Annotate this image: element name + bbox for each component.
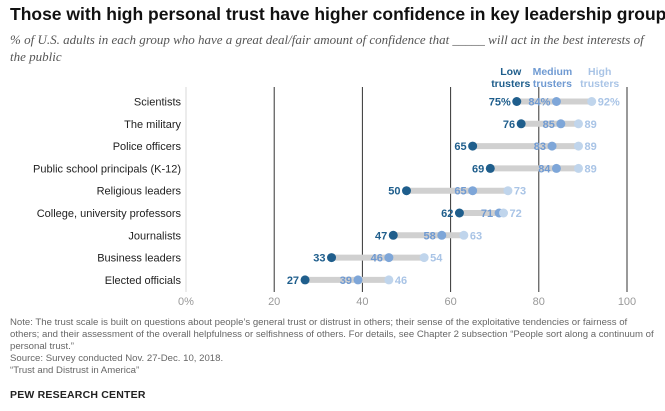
data-label-low: 50 [388,186,400,198]
source-text: Source: Survey conducted Nov. 27-Dec. 10… [10,353,224,364]
data-label-medium: 46 [371,253,383,265]
data-point [547,141,557,151]
data-label-low: 76 [503,119,515,131]
data-label-medium: 85 [543,119,555,131]
category-label: Journalists [128,230,181,242]
x-tick-label: 80 [533,296,545,308]
data-point [512,97,522,106]
legend-label: Low trusters [491,66,530,90]
category-label: Scientists [134,97,182,109]
data-label-low: 27 [287,275,299,287]
data-label-low: 33 [313,253,325,265]
data-point [388,230,398,240]
data-label-high: 63 [470,230,482,242]
data-label-high: 46 [395,275,407,287]
data-point [573,119,583,129]
data-label-high: 72 [510,208,522,220]
data-point [516,119,526,129]
category-label: Police officers [113,141,182,153]
data-label-low: 69 [472,163,484,175]
data-point [419,253,429,263]
data-point [327,253,337,263]
data-label-high: 89 [584,163,596,175]
report-title: “Trust and Distrust in America” [10,365,140,376]
chart-subtitle: % of U.S. adults in each group who have … [10,32,644,64]
data-point [300,275,310,285]
data-label-medium: 65 [454,186,466,198]
data-point [384,275,394,285]
footer-org: PEW RESEARCH CENTER [10,389,146,401]
data-label-low: 75% [489,97,511,109]
data-label-medium: 84 [538,163,551,175]
note-text: Note: The trust scale is built on questi… [10,317,654,352]
x-tick-label: 20 [268,296,280,308]
data-label-low: 47 [375,230,387,242]
data-point [353,275,363,285]
category-label: Elected officials [105,275,182,287]
data-point [573,141,583,151]
data-label-low: 62 [441,208,453,220]
data-point [468,186,478,196]
data-point [402,186,411,196]
x-tick-label: 0% [178,296,194,308]
data-point [454,208,464,218]
data-point [587,97,597,106]
data-label-high: 89 [584,119,596,131]
data-label-high: 73 [514,186,526,198]
category-label: The military [124,119,181,131]
chart-title: Those with high personal trust have high… [10,4,665,24]
legend-label: High trusters [580,66,619,90]
data-point [384,253,394,263]
data-point [503,186,513,196]
data-label-medium: 39 [340,275,352,287]
data-point [468,141,478,151]
data-label-medium: 58 [424,230,436,242]
data-point [556,119,566,129]
data-label-low: 65 [454,141,466,153]
x-tick-label: 100 [618,296,636,308]
data-label-medium: 84% [528,97,550,109]
data-point [573,163,583,173]
data-point [551,163,561,173]
data-label-medium: 71 [481,208,493,220]
data-point [551,97,561,106]
data-label-high: 54 [430,253,443,265]
data-label-high: 92% [598,97,620,109]
data-point [459,230,469,240]
category-label: Public school principals (K-12) [33,163,181,175]
data-point [499,208,509,218]
category-label: Religious leaders [97,186,182,198]
data-point [485,163,495,173]
data-label-high: 89 [584,141,596,153]
category-label: Business leaders [97,253,181,265]
x-tick-label: 40 [356,296,368,308]
data-point [437,230,447,240]
category-label: College, university professors [37,208,182,220]
notes-block: Note: The trust scale is built on questi… [10,317,658,377]
legend-label: Medium trusters [533,66,573,90]
x-tick-label: 60 [444,296,456,308]
data-label-medium: 83 [534,141,546,153]
